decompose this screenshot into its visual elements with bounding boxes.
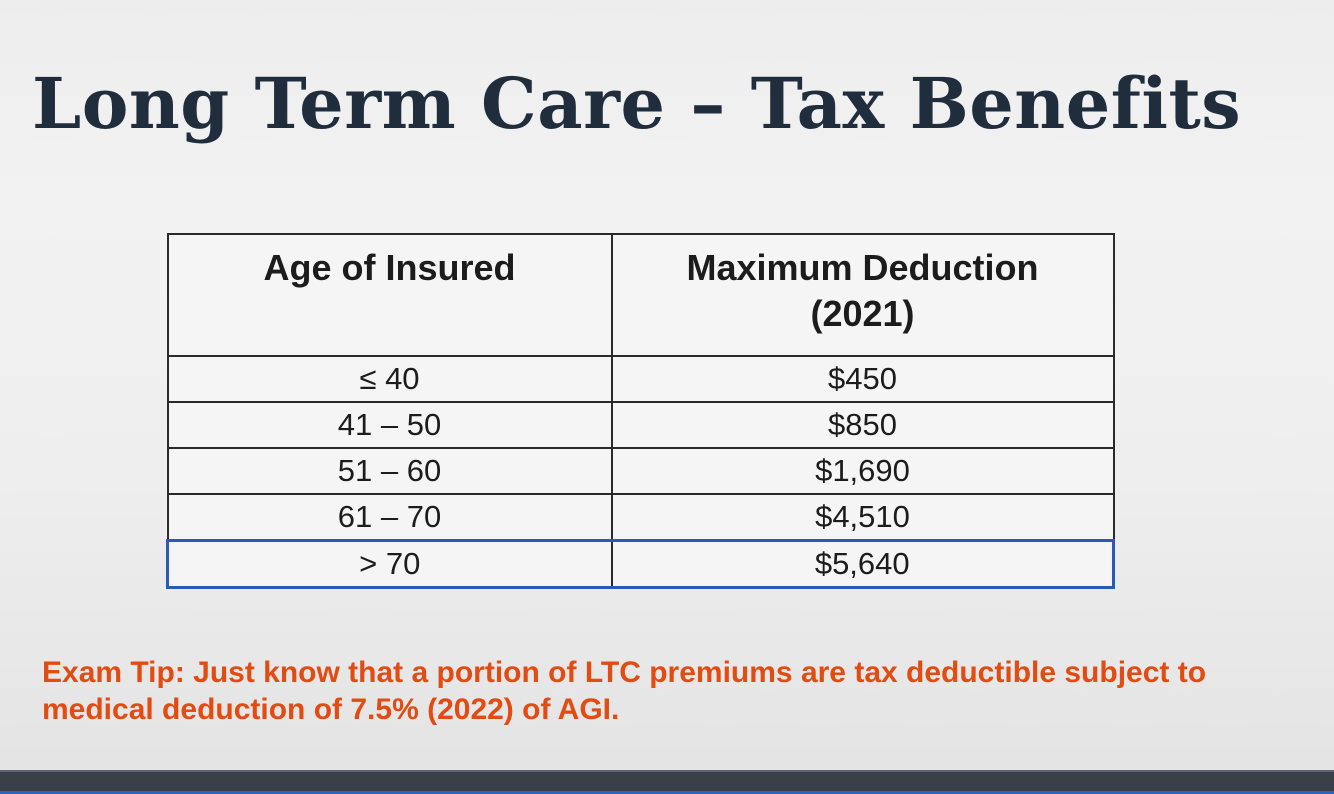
deduction-cell: $850 — [610, 401, 1115, 449]
deduction-cell: $1,690 — [610, 447, 1115, 495]
deduction-cell: $450 — [610, 355, 1115, 403]
header-deduction-year: (2021) — [810, 293, 915, 334]
table-row: 41 – 50 $850 — [166, 401, 1115, 449]
bottom-bar — [0, 770, 1334, 794]
table-row: ≤ 40 $450 — [166, 355, 1115, 403]
age-cell: 61 – 70 — [166, 493, 613, 542]
slide-title: Long Term Care – Tax Benefits — [32, 62, 1242, 145]
age-cell: ≤ 40 — [166, 355, 613, 403]
table-row: 51 – 60 $1,690 — [166, 447, 1115, 495]
age-cell: > 70 — [166, 539, 613, 589]
header-maximum-deduction: Maximum Deduction (2021) — [610, 233, 1115, 357]
bottom-accent-strip — [0, 791, 1334, 794]
table-header-row: Age of Insured Maximum Deduction (2021) — [166, 233, 1115, 357]
header-deduction-label: Maximum Deduction — [686, 247, 1039, 288]
table-row-highlighted: > 70 $5,640 — [166, 539, 1115, 589]
exam-tip: Exam Tip: Just know that a portion of LT… — [42, 656, 1207, 726]
header-age-label: Age of Insured — [263, 247, 516, 288]
deduction-table: Age of Insured Maximum Deduction (2021) … — [166, 233, 1115, 589]
deduction-cell: $4,510 — [610, 493, 1115, 542]
deduction-table-container: Age of Insured Maximum Deduction (2021) … — [166, 233, 1115, 589]
age-cell: 41 – 50 — [166, 401, 613, 449]
age-cell: 51 – 60 — [166, 447, 613, 495]
deduction-cell: $5,640 — [610, 539, 1115, 589]
table-row: 61 – 70 $4,510 — [166, 493, 1115, 542]
header-age-of-insured: Age of Insured — [166, 233, 613, 357]
